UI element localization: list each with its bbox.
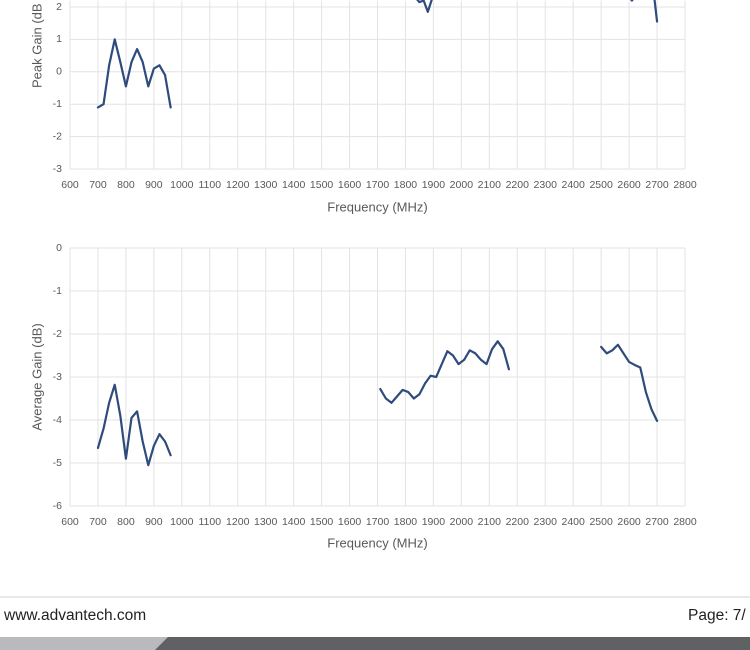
x-tick-label: 1700 (366, 516, 390, 528)
y-axis-title: Average Gain (dB) (29, 323, 44, 430)
footer-page: Page: 7/ (688, 607, 746, 624)
y-tick-label: -3 (53, 371, 62, 383)
x-tick-label: 2500 (589, 179, 613, 191)
x-tick-label: 900 (145, 516, 163, 528)
x-tick-label: 1400 (282, 179, 306, 191)
x-tick-label: 1500 (310, 516, 334, 528)
x-tick-label: 2300 (534, 179, 558, 191)
x-tick-label: 2400 (562, 179, 586, 191)
x-tick-label: 600 (61, 179, 79, 191)
x-tick-label: 2600 (617, 516, 641, 528)
y-tick-label: -5 (53, 457, 62, 469)
x-tick-label: 1300 (254, 516, 278, 528)
y-axis-title: Peak Gain (dB (29, 3, 44, 88)
footer-website: www.advantech.com (3, 607, 146, 624)
y-tick-label: 2 (56, 1, 62, 13)
x-tick-label: 900 (145, 179, 163, 191)
x-tick-label: 1100 (198, 179, 221, 191)
x-tick-label: 2100 (478, 516, 502, 528)
x-tick-label: 2400 (562, 516, 586, 528)
data-line (96, 38, 172, 109)
x-tick-label: 1900 (422, 179, 446, 191)
y-tick-label: 1 (56, 33, 62, 45)
y-tick-label: -1 (53, 285, 62, 297)
y-tick-label: -2 (53, 130, 62, 142)
x-tick-label: 600 (61, 516, 79, 528)
data-line (379, 340, 510, 404)
x-tick-label: 1700 (366, 179, 390, 191)
x-tick-label: 2000 (450, 179, 474, 191)
footer-accent (0, 637, 168, 650)
x-tick-label: 1600 (338, 516, 362, 528)
x-tick-label: 1800 (394, 179, 418, 191)
x-tick-label: 700 (89, 179, 107, 191)
x-tick-label: 1600 (338, 179, 362, 191)
x-tick-label: 2100 (478, 179, 502, 191)
y-tick-label: 0 (56, 242, 62, 254)
x-tick-label: 1200 (226, 179, 250, 191)
y-tick-label: -6 (53, 500, 62, 512)
y-tick-label: -1 (53, 98, 62, 110)
x-tick-label: 2200 (506, 179, 530, 191)
x-tick-label: 1500 (310, 179, 334, 191)
x-tick-label: 2500 (589, 516, 613, 528)
x-tick-label: 1900 (422, 516, 446, 528)
y-tick-label: -4 (53, 414, 62, 426)
x-tick-label: 2700 (645, 179, 669, 191)
x-tick-label: 1300 (254, 179, 278, 191)
x-tick-label: 2300 (534, 516, 558, 528)
x-tick-label: 1400 (282, 516, 306, 528)
x-tick-label: 2200 (506, 516, 530, 528)
x-tick-label: 1100 (198, 516, 221, 528)
x-axis-title: Frequency (MHz) (327, 199, 427, 214)
x-tick-label: 2600 (617, 179, 641, 191)
x-tick-label: 1800 (394, 516, 418, 528)
data-line (630, 0, 659, 23)
x-tick-label: 700 (89, 516, 107, 528)
data-line (96, 383, 172, 467)
x-tick-label: 1000 (170, 179, 194, 191)
x-tick-label: 1000 (170, 516, 194, 528)
x-tick-label: 1200 (226, 516, 250, 528)
x-tick-label: 2700 (645, 516, 669, 528)
x-tick-label: 2800 (673, 516, 697, 528)
x-axis-title: Frequency (MHz) (327, 535, 427, 550)
x-tick-label: 800 (117, 516, 135, 528)
data-line (600, 343, 659, 422)
footer-bar (0, 637, 750, 650)
y-tick-label: 0 (56, 66, 62, 78)
x-tick-label: 2800 (673, 179, 697, 191)
data-line (416, 0, 433, 13)
y-tick-label: -3 (53, 163, 62, 175)
y-tick-label: -2 (53, 328, 62, 340)
x-tick-label: 800 (117, 179, 135, 191)
x-tick-label: 2000 (450, 516, 474, 528)
